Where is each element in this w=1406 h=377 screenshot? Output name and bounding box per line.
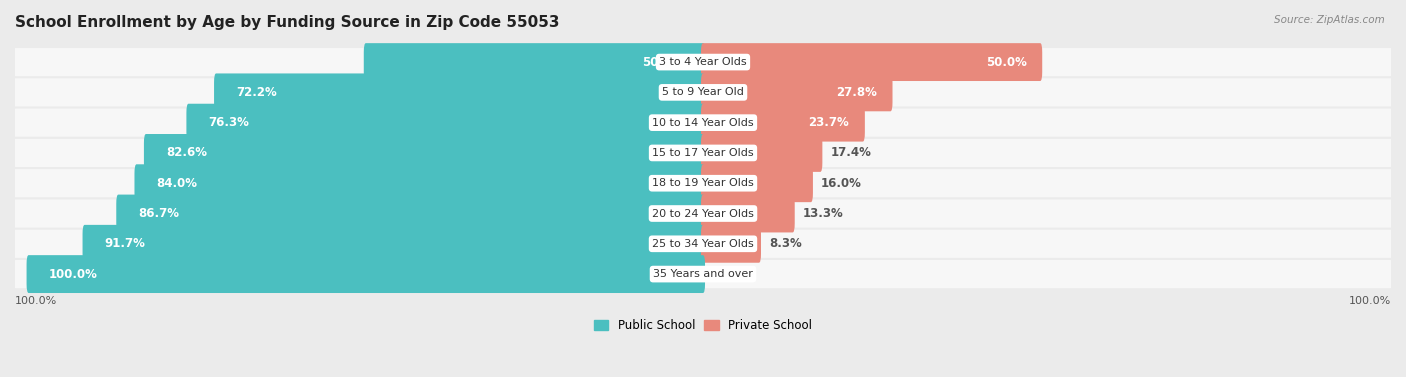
Text: 76.3%: 76.3% (208, 116, 249, 129)
Text: 18 to 19 Year Olds: 18 to 19 Year Olds (652, 178, 754, 188)
FancyBboxPatch shape (15, 139, 1391, 167)
Text: 25 to 34 Year Olds: 25 to 34 Year Olds (652, 239, 754, 249)
Legend: Public School, Private School: Public School, Private School (589, 314, 817, 337)
Text: 13.3%: 13.3% (803, 207, 844, 220)
Text: 8.3%: 8.3% (769, 237, 801, 250)
FancyBboxPatch shape (135, 164, 704, 202)
Text: 10 to 14 Year Olds: 10 to 14 Year Olds (652, 118, 754, 128)
FancyBboxPatch shape (702, 225, 761, 263)
FancyBboxPatch shape (27, 255, 704, 293)
Text: 72.2%: 72.2% (236, 86, 277, 99)
Text: 50.0%: 50.0% (643, 55, 683, 69)
Text: 0.0%: 0.0% (713, 268, 745, 280)
FancyBboxPatch shape (15, 109, 1391, 137)
FancyBboxPatch shape (15, 230, 1391, 258)
FancyBboxPatch shape (15, 260, 1391, 288)
Text: 23.7%: 23.7% (808, 116, 849, 129)
FancyBboxPatch shape (702, 195, 794, 233)
Text: 100.0%: 100.0% (1348, 296, 1391, 306)
FancyBboxPatch shape (187, 104, 704, 142)
FancyBboxPatch shape (15, 169, 1391, 197)
Text: 16.0%: 16.0% (821, 177, 862, 190)
FancyBboxPatch shape (15, 199, 1391, 228)
FancyBboxPatch shape (702, 74, 893, 111)
FancyBboxPatch shape (702, 164, 813, 202)
FancyBboxPatch shape (117, 195, 704, 233)
Text: 100.0%: 100.0% (49, 268, 97, 280)
Text: School Enrollment by Age by Funding Source in Zip Code 55053: School Enrollment by Age by Funding Sour… (15, 15, 560, 30)
Text: 15 to 17 Year Olds: 15 to 17 Year Olds (652, 148, 754, 158)
Text: 27.8%: 27.8% (837, 86, 877, 99)
Text: 84.0%: 84.0% (156, 177, 198, 190)
Text: 3 to 4 Year Olds: 3 to 4 Year Olds (659, 57, 747, 67)
FancyBboxPatch shape (702, 43, 1042, 81)
Text: 91.7%: 91.7% (105, 237, 146, 250)
FancyBboxPatch shape (143, 134, 704, 172)
FancyBboxPatch shape (83, 225, 704, 263)
FancyBboxPatch shape (702, 104, 865, 142)
Text: 100.0%: 100.0% (15, 296, 58, 306)
FancyBboxPatch shape (15, 48, 1391, 76)
Text: 17.4%: 17.4% (831, 146, 872, 159)
Text: 86.7%: 86.7% (139, 207, 180, 220)
Text: Source: ZipAtlas.com: Source: ZipAtlas.com (1274, 15, 1385, 25)
FancyBboxPatch shape (364, 43, 704, 81)
Text: 50.0%: 50.0% (986, 55, 1026, 69)
FancyBboxPatch shape (15, 78, 1391, 106)
Text: 5 to 9 Year Old: 5 to 9 Year Old (662, 87, 744, 97)
Text: 20 to 24 Year Olds: 20 to 24 Year Olds (652, 208, 754, 219)
Text: 82.6%: 82.6% (166, 146, 207, 159)
FancyBboxPatch shape (214, 74, 704, 111)
Text: 35 Years and over: 35 Years and over (652, 269, 754, 279)
FancyBboxPatch shape (702, 134, 823, 172)
